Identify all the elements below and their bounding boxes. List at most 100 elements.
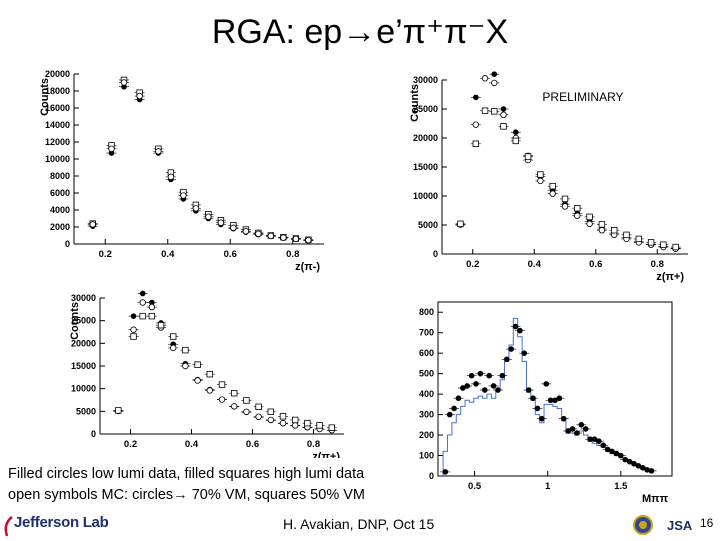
x-tick-label: 0.6 xyxy=(224,249,237,260)
y-tick-label: 12000 xyxy=(45,137,70,147)
y-tick-label: 0 xyxy=(429,471,434,481)
data-point-filled-circle xyxy=(639,465,646,471)
x-tick-label: 0.2 xyxy=(466,259,479,270)
data-point-open-square xyxy=(243,397,250,404)
data-point-filled-circle xyxy=(455,395,462,402)
data-point-open-circle xyxy=(305,236,312,244)
plot-mass-pipi: 0 100 200 300 400 500 600 700 800 0.5 1 1.5 Mππ xyxy=(406,296,706,512)
x-axis-label: z(π+) xyxy=(312,451,340,458)
x-tick-label: 0.6 xyxy=(589,259,602,270)
footer-author: H. Avakian, DNP, Oct 15 xyxy=(283,516,435,532)
data-point-filled-circle xyxy=(451,405,457,412)
data-point-open-circle xyxy=(549,190,556,197)
y-tick-label: 16000 xyxy=(45,103,70,113)
y-tick-label: 0 xyxy=(91,429,96,439)
data-point-filled-circle xyxy=(600,442,607,449)
plot-z-pi-minus: 0 2000 4000 6000 8000 10000 12000 14000 16000 180… xyxy=(28,66,338,276)
x-tick-label: 0.2 xyxy=(124,439,137,450)
data-point-open-square xyxy=(672,243,679,251)
data-point-open-square xyxy=(635,235,642,243)
data-point-open-circle xyxy=(136,92,143,100)
data-point-open-circle xyxy=(598,227,606,234)
data-point-open-circle xyxy=(206,387,213,394)
y-tick-label: 14000 xyxy=(45,120,70,130)
data-point-open-circle xyxy=(243,408,250,415)
data-point-open-square xyxy=(115,407,122,414)
series-open-square xyxy=(455,107,681,251)
data-point-filled-circle xyxy=(517,327,523,334)
data-point-filled-circle xyxy=(622,456,628,463)
data-point-filled-circle xyxy=(508,346,514,352)
data-point-open-circle xyxy=(291,422,299,429)
data-point-open-circle xyxy=(255,230,262,237)
data-point-filled-circle xyxy=(495,387,501,393)
x-tick-label: 0.4 xyxy=(528,259,542,270)
x-tick-label: 1.5 xyxy=(614,481,628,492)
data-point-filled-circle xyxy=(539,415,545,422)
data-point-open-square xyxy=(279,413,287,420)
data-point-open-square xyxy=(598,221,606,228)
data-point-open-square xyxy=(491,108,498,115)
data-point-open-circle xyxy=(279,419,287,427)
data-point-open-square xyxy=(623,231,630,239)
y-tick-label: 100 xyxy=(419,451,434,461)
data-point-filled-circle xyxy=(644,467,650,473)
y-tick-label: 15000 xyxy=(71,361,96,371)
data-point-filled-circle xyxy=(552,397,558,404)
data-point-filled-circle xyxy=(534,405,541,412)
data-point-filled-circle xyxy=(482,387,488,393)
data-point-open-circle xyxy=(148,303,156,311)
data-point-open-circle xyxy=(242,228,250,235)
data-point-open-square xyxy=(457,220,464,228)
data-point-open-square xyxy=(500,123,507,130)
data-point-open-square xyxy=(316,422,323,429)
data-point-open-square xyxy=(170,333,177,340)
y-axis-label: Counts xyxy=(39,78,51,116)
caption-line-1: Filled circles low lumi data, filled squ… xyxy=(8,466,365,482)
data-point-filled-circle xyxy=(460,385,466,391)
data-point-filled-circle xyxy=(626,458,633,465)
x-tick-label: 0.8 xyxy=(651,259,664,270)
badge-text: JSA xyxy=(667,518,693,533)
x-tick-label: 0.6 xyxy=(246,439,259,450)
data-point-open-circle xyxy=(481,75,489,82)
y-tick-label: 5000 xyxy=(76,406,96,416)
data-point-open-square xyxy=(291,416,299,424)
data-point-open-square xyxy=(549,182,556,190)
data-point-open-square xyxy=(647,239,655,246)
x-tick-label: 0.4 xyxy=(161,249,175,260)
data-point-open-square xyxy=(660,241,667,248)
data-point-filled-circle xyxy=(130,313,137,319)
data-point-open-square xyxy=(481,107,489,114)
data-point-open-circle xyxy=(130,326,137,333)
data-point-open-square xyxy=(328,424,335,431)
x-axis-label: z(π-) xyxy=(295,261,320,273)
badge-group: JSA xyxy=(632,514,696,541)
y-tick-label: 25000 xyxy=(71,316,96,326)
data-point-open-square xyxy=(139,312,146,320)
data-point-open-circle xyxy=(472,121,480,128)
data-point-filled-circle xyxy=(442,469,449,475)
y-tick-label: 700 xyxy=(419,328,434,338)
data-point-filled-circle xyxy=(477,370,484,377)
mc-histogram xyxy=(442,317,654,476)
plot-z-pi-plus-top: 0 5000 10000 15000 20000 25000 30000 0.2 0.4 0.6 0… xyxy=(398,70,698,290)
data-point-filled-circle xyxy=(596,438,602,444)
y-tick-label: 8000 xyxy=(50,171,70,181)
data-point-open-circle xyxy=(182,362,189,370)
y-tick-label: 4000 xyxy=(50,205,70,215)
data-point-filled-circle xyxy=(513,129,519,135)
seal-icon: JSA xyxy=(633,515,693,535)
data-point-filled-circle xyxy=(521,350,528,356)
data-point-filled-circle xyxy=(500,106,507,112)
data-point-open-circle xyxy=(192,205,200,212)
y-tick-label: 20000 xyxy=(413,133,438,143)
x-tick-label: 0.8 xyxy=(286,249,299,260)
data-point-filled-circle xyxy=(486,372,492,379)
y-tick-label: 10000 xyxy=(45,154,70,164)
data-point-filled-circle xyxy=(604,446,611,453)
data-point-open-square xyxy=(512,137,519,145)
y-tick-label: 400 xyxy=(419,389,434,399)
data-point-open-square xyxy=(182,346,189,354)
data-point-open-square xyxy=(472,140,480,147)
